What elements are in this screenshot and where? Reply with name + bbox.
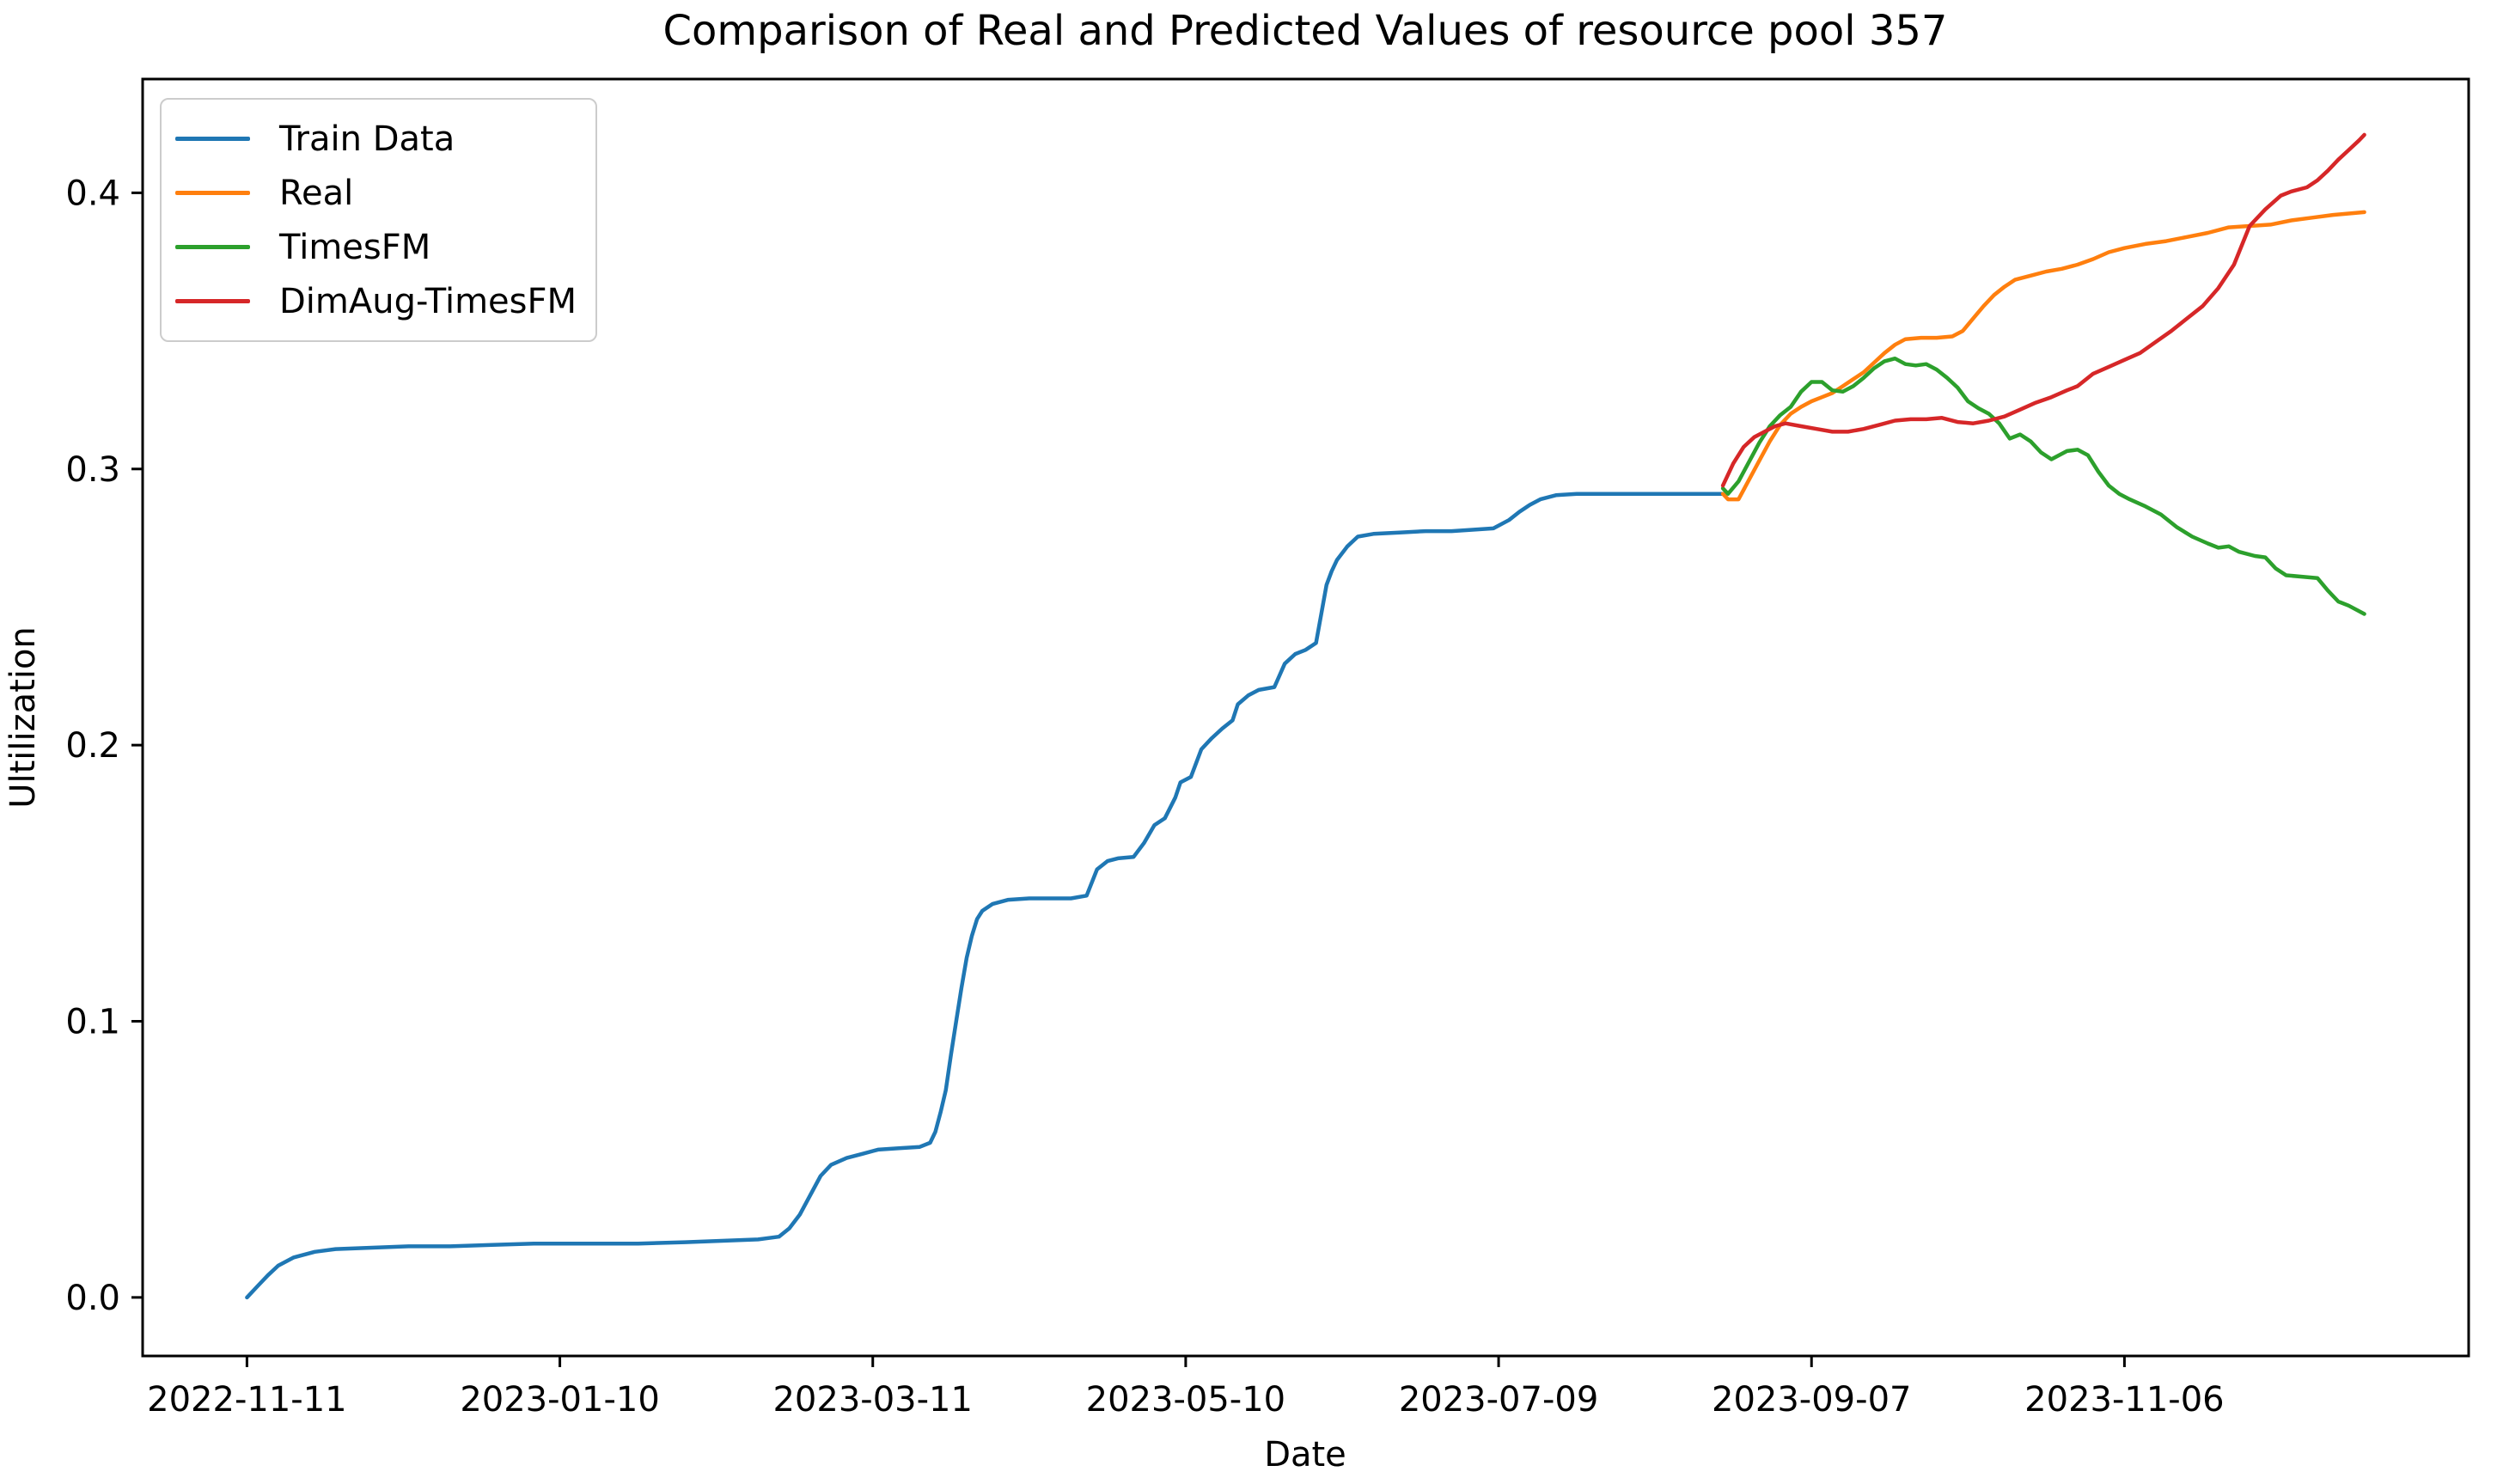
legend-item-train-data: Train Data bbox=[175, 112, 577, 166]
chart-title: Comparison of Real and Predicted Values … bbox=[663, 7, 1948, 55]
y-tick-label: 0.0 bbox=[65, 1279, 120, 1318]
x-tick-label: 2023-09-07 bbox=[1712, 1380, 1911, 1420]
y-tick-label: 0.3 bbox=[65, 450, 120, 490]
series-lines bbox=[245, 132, 2366, 1300]
y-tick-label: 0.4 bbox=[65, 174, 120, 213]
real-line-swatch bbox=[175, 191, 250, 195]
axes: 2022-11-11 2023-01-10 2023-03-11 2023-05-10… bbox=[65, 77, 2470, 1420]
x-axis-label: Date bbox=[1264, 1435, 1346, 1475]
dimaug-timesfm-line-swatch bbox=[175, 299, 250, 303]
series-line-timesfm bbox=[1720, 356, 2366, 616]
x-tick-label: 2023-01-10 bbox=[460, 1380, 659, 1420]
x-tick-label: 2023-07-09 bbox=[1399, 1380, 1598, 1420]
legend-item-dimaug-timesfm: DimAug-TimesFM bbox=[175, 274, 577, 328]
x-tick-label: 2023-05-10 bbox=[1086, 1380, 1285, 1420]
series-line-real bbox=[1720, 210, 2366, 502]
legend-label-real: Real bbox=[279, 173, 354, 213]
x-tick-label: 2023-11-06 bbox=[2024, 1380, 2224, 1420]
series-line-dimaug-timesfm bbox=[1720, 132, 2366, 488]
x-tick-label: 2022-11-11 bbox=[147, 1380, 346, 1420]
timesfm-line-swatch bbox=[175, 245, 250, 249]
legend-item-real: Real bbox=[175, 166, 577, 220]
legend-label-timesfm: TimesFM bbox=[279, 227, 431, 267]
y-axis-label: Ultilization bbox=[3, 626, 43, 809]
legend: Train Data Real TimesFM DimAug-TimesFM bbox=[160, 98, 597, 342]
train-data-line-swatch bbox=[175, 137, 250, 141]
legend-label-train-data: Train Data bbox=[279, 119, 455, 159]
plot-frame-spines bbox=[141, 77, 2470, 1358]
legend-label-dimaug-timesfm: DimAug-TimesFM bbox=[279, 281, 577, 321]
legend-item-timesfm: TimesFM bbox=[175, 220, 577, 274]
series-line-train-data bbox=[245, 492, 1725, 1300]
y-tick-label: 0.2 bbox=[65, 726, 120, 766]
x-tick-label: 2023-03-11 bbox=[772, 1380, 972, 1420]
y-tick-label: 0.1 bbox=[65, 1003, 120, 1042]
